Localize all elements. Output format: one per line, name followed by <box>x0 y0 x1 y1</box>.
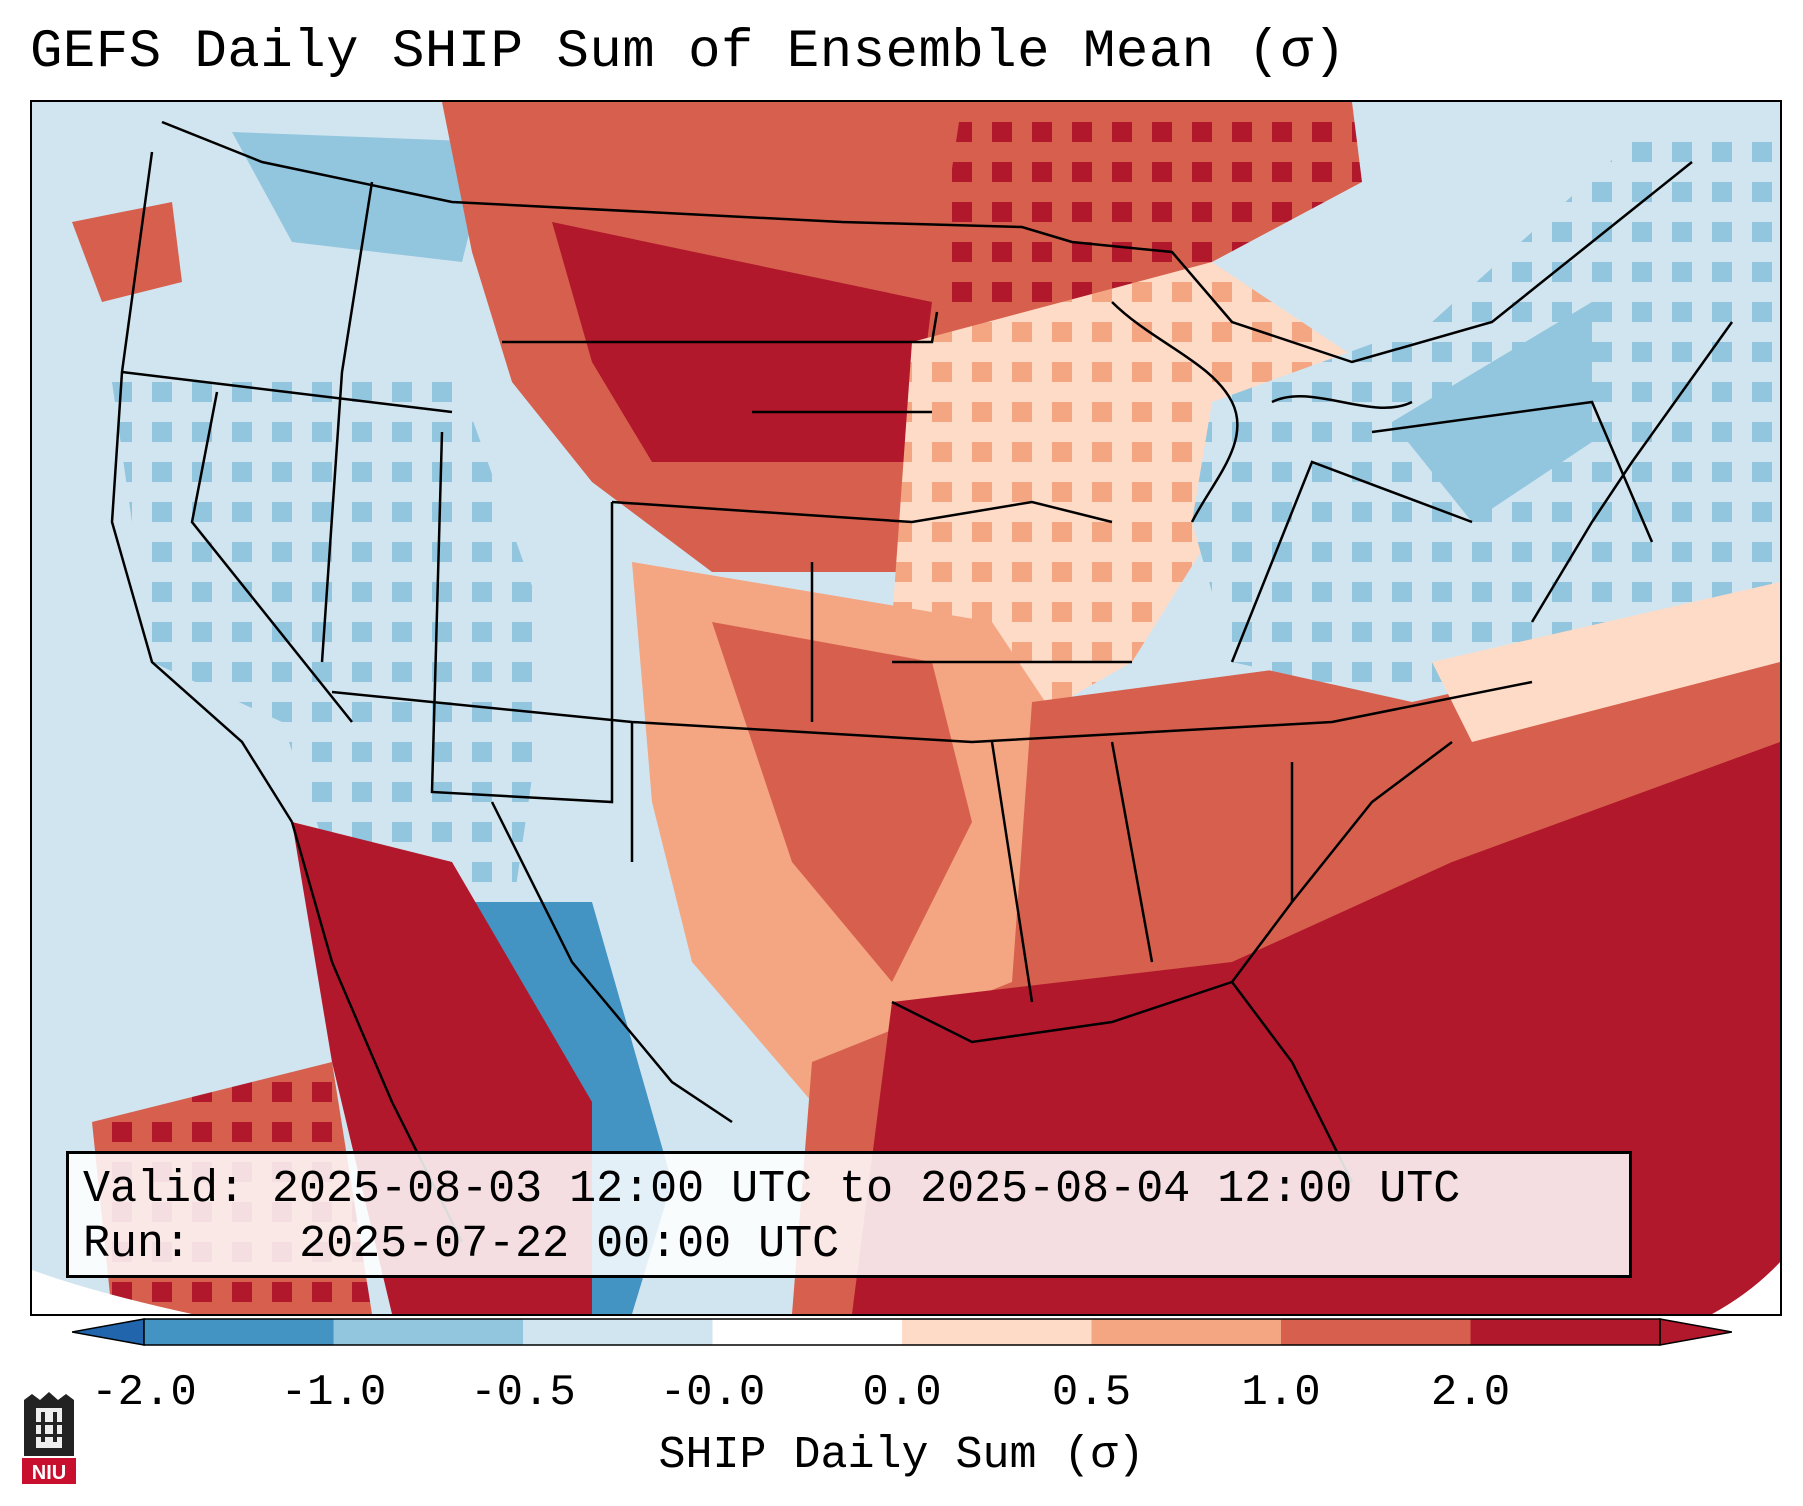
colorbar-segment <box>523 1319 713 1345</box>
colorbar-tick-label: 0.5 <box>1051 1368 1132 1418</box>
colorbar <box>72 1318 1732 1346</box>
colorbar-segment <box>144 1319 334 1345</box>
colorbar-segment <box>333 1319 524 1345</box>
colorbar-tick-label: 2.0 <box>1430 1368 1511 1418</box>
colorbar-segment <box>712 1319 903 1345</box>
colorbar-tick-label: -1.0 <box>280 1368 387 1418</box>
valid-line: Valid: 2025-08-03 12:00 UTC to 2025-08-0… <box>83 1162 1615 1217</box>
colorbar-under-extension <box>72 1318 145 1346</box>
niu-logo: NIU <box>22 1392 76 1484</box>
colorbar-label: SHIP Daily Sum (σ) <box>658 1430 1145 1481</box>
niu-logo-text: NIU <box>32 1462 66 1484</box>
colorbar-tick-label: 0.0 <box>862 1368 942 1418</box>
colorbar-segment <box>1470 1319 1661 1345</box>
map-panel <box>30 100 1782 1316</box>
shaded-field <box>32 102 1780 1314</box>
run-time: 2025-07-22 00:00 UTC <box>299 1219 840 1270</box>
colorbar-tick-label: -2.0 <box>91 1368 197 1418</box>
colorbar-tick-label: -0.5 <box>470 1368 576 1418</box>
colorbar-segment <box>902 1319 1092 1345</box>
colorbar-segment <box>1281 1319 1471 1345</box>
validity-info-box: Valid: 2025-08-03 12:00 UTC to 2025-08-0… <box>66 1151 1632 1278</box>
ship-field-map <box>32 102 1780 1314</box>
run-label: Run: <box>83 1219 192 1270</box>
chart-title: GEFS Daily SHIP Sum of Ensemble Mean (σ) <box>30 22 1347 83</box>
colorbar-outline <box>143 1318 1661 1346</box>
colorbar-tick-label: -0.0 <box>659 1368 766 1418</box>
colorbar-over-extension <box>1659 1318 1732 1346</box>
valid-time-range: 2025-08-03 12:00 UTC to 2025-08-04 12:00… <box>272 1164 1461 1215</box>
valid-label: Valid: <box>83 1164 246 1215</box>
run-line: Run: 2025-07-22 00:00 UTC <box>83 1217 1615 1272</box>
colorbar-tick-label: 1.0 <box>1241 1368 1321 1418</box>
colorbar-segment <box>1091 1319 1282 1345</box>
